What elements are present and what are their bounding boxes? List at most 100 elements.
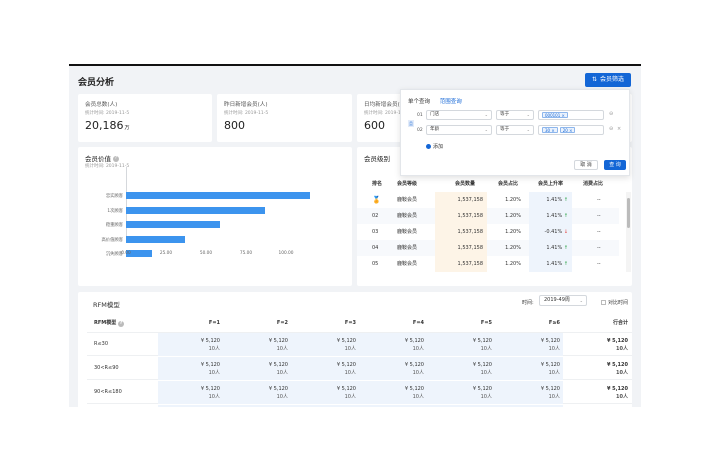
and-tag[interactable]: 且 [408, 120, 414, 127]
value-tag[interactable]: 20 × [559, 127, 576, 133]
scrollbar-thumb[interactable] [627, 198, 630, 228]
rfm-cell[interactable]: ¥ 5,120 10人 [430, 385, 498, 401]
rfm-cell[interactable]: ¥ 5,120 10人 [158, 385, 226, 401]
value-select[interactable]: 30 × 20 × [538, 125, 604, 135]
col-header-text: RFM模型 [94, 320, 117, 326]
help-icon[interactable]: ? [113, 156, 119, 162]
rfm-row-label: R≤30 [94, 341, 109, 347]
kpi-value: 600 [364, 119, 385, 132]
compare-time-label: 对比时间 [608, 300, 629, 306]
rfm-people: 10人 [344, 394, 356, 400]
field-select[interactable]: 年龄 ⌄ [426, 125, 492, 135]
cancel-button[interactable]: 取 消 [574, 160, 598, 170]
table-row[interactable]: 🏅 鹿鞍会员 1,537,158 1.20% 1.41% ↑ -- [357, 192, 619, 208]
rfm-amount: ¥ 5,120 [268, 386, 288, 392]
rfm-cell[interactable]: ¥ 5,120 10人 [430, 361, 498, 377]
member-ratio: 1.20% [505, 261, 521, 267]
rfm-amount: ¥ 5,120 [404, 386, 424, 392]
rfm-cell[interactable]: ¥ 5,120 10人 [430, 337, 498, 353]
add-condition-label: 添加 [433, 144, 444, 150]
kpi-card-yesterday: 昨日新增会员(人) 统计时间: 2019-11-5 800 [217, 94, 352, 142]
kpi-value-number: 600 [364, 119, 385, 132]
time-select[interactable]: 2019-49周 ⌄ [539, 295, 587, 306]
add-condition[interactable]: 添加 [426, 143, 443, 150]
arrow-up-icon: ↑ [563, 245, 568, 251]
tab-range-query[interactable]: 范围查询 [439, 99, 462, 105]
rfm-cell[interactable]: ¥ 5,120 10人 [362, 361, 430, 377]
field-select[interactable]: 门店 ⌄ [426, 110, 492, 120]
rfm-cell[interactable]: ¥ 5,120 10人 [294, 361, 362, 377]
compare-time-checkbox[interactable]: 对比时间 [601, 299, 628, 306]
bar[interactable] [126, 192, 310, 199]
kpi-label: 日均新增会员(人) [364, 102, 408, 108]
kpi-value-number: 20,186 [85, 119, 124, 132]
rfm-people: 10人 [548, 370, 560, 376]
section-title: 会员价值? [85, 153, 119, 163]
col-header: 排名 [372, 181, 383, 187]
rfm-cell[interactable]: ¥ 5,120 10人 [226, 361, 294, 377]
member-count: 1,537,158 [435, 192, 487, 208]
table-row[interactable]: 04 鹿鞍会员 1,537,158 1.20% 1.41% ↑ -- [357, 240, 619, 256]
scrollbar[interactable] [626, 192, 631, 272]
help-icon[interactable]: ? [118, 321, 124, 327]
member-count: 1,537,158 [435, 224, 487, 240]
x-tick-label: 100.00 [278, 251, 294, 256]
time-label: 时间: [522, 300, 534, 306]
bar[interactable] [126, 221, 221, 229]
member-count: 1,537,158 [435, 208, 487, 224]
field-select-value: 年龄 [430, 127, 440, 132]
col-header: F=5 [480, 320, 492, 326]
value-select[interactable]: 000101 × [538, 110, 604, 120]
kpi-value-number: 800 [224, 119, 245, 132]
rfm-cell[interactable]: ¥ 5,120 10人 [566, 337, 634, 353]
rfm-cell[interactable]: ¥ 5,120 10人 [158, 337, 226, 353]
value-tag-text: 20 [562, 128, 568, 133]
rfm-cell[interactable]: ¥ 5,120 10人 [498, 337, 566, 353]
bar[interactable] [126, 250, 152, 258]
filter-popup: 单个查询 范围查询 且 01 门店 ⌄ 等于 ⌄ 000101 × ⊖ 02 年龄 ⌄… [400, 89, 630, 176]
rfm-cell[interactable]: ¥ 5,120 10人 [498, 385, 566, 401]
rfm-cell[interactable]: ¥ 5,120 10人 [566, 361, 634, 377]
col-header: F≥6 [548, 320, 560, 326]
rfm-cell[interactable]: ¥ 5,120 10人 [498, 361, 566, 377]
query-button[interactable]: 查 询 [604, 160, 626, 170]
value-tag[interactable]: 000101 × [542, 112, 568, 118]
rfm-cell[interactable]: ¥ 5,120 10人 [226, 385, 294, 401]
rfm-cell[interactable]: ¥ 5,120 10人 [294, 337, 362, 353]
member-ratio: 1.20% [505, 245, 521, 251]
bar[interactable] [126, 235, 186, 243]
kpi-card-total: 会员总数(人) 统计时间: 2019-11-5 20,186万 [78, 94, 212, 142]
rfm-amount: ¥ 5,120 [336, 338, 356, 344]
rfm-amount: ¥ 5,120 [472, 338, 492, 344]
tab-single-query[interactable]: 单个查询 [408, 99, 431, 105]
rise-rate: 1.41% ↑ [529, 256, 572, 272]
rfm-cell[interactable]: ¥ 5,120 10人 [362, 337, 430, 353]
table-row[interactable]: 05 鹿鞍会员 1,537,158 1.20% 1.41% ↑ -- [357, 256, 619, 272]
rfm-cell[interactable]: ¥ 5,120 10人 [158, 361, 226, 377]
col-header: 会员等级 [397, 181, 418, 187]
table-header: 排名 会员等级 会员数量 会员占比 会员上升率 消费占比 [357, 176, 619, 192]
col-header: RFM模型 ? [94, 314, 124, 333]
arrow-down-icon: ↓ [563, 229, 568, 235]
value-tag[interactable]: 30 × [542, 127, 558, 133]
section-title-text: 会员价值 [85, 155, 111, 163]
bar[interactable] [126, 206, 266, 214]
condition-num: 02 [417, 128, 423, 133]
close-icon[interactable]: × [617, 126, 622, 132]
rfm-cell[interactable]: ¥ 5,120 10人 [226, 337, 294, 353]
field-select-value: 门店 [430, 112, 440, 117]
kpi-value-unit: 万 [124, 125, 130, 131]
rfm-cell[interactable]: ¥ 5,120 10人 [362, 385, 430, 401]
rfm-people: 10人 [480, 346, 492, 352]
table-row[interactable]: 03 鹿鞍会员 1,537,158 1.20% -0.41% ↓ -- [357, 224, 619, 240]
table-row[interactable]: 02 鹿鞍会员 1,537,158 1.20% 1.41% ↑ -- [357, 208, 619, 224]
member-filter-button[interactable]: ⇅ 会员筛选 [584, 73, 631, 87]
operator-select[interactable]: 等于 ⌄ [496, 125, 534, 135]
rfm-cell[interactable]: ¥ 5,120 10人 [294, 385, 362, 401]
app-frame: 会员分析 ⇅ 会员筛选 会员总数(人) 统计时间: 2019-11-5 20,18… [69, 64, 641, 407]
rank: 03 [372, 229, 379, 235]
rfm-cell[interactable]: ¥ 5,120 10人 [566, 385, 634, 401]
operator-select[interactable]: 等于 ⌄ [496, 110, 534, 120]
rfm-row-bg [158, 381, 563, 404]
operator-select-value: 等于 [500, 127, 510, 132]
